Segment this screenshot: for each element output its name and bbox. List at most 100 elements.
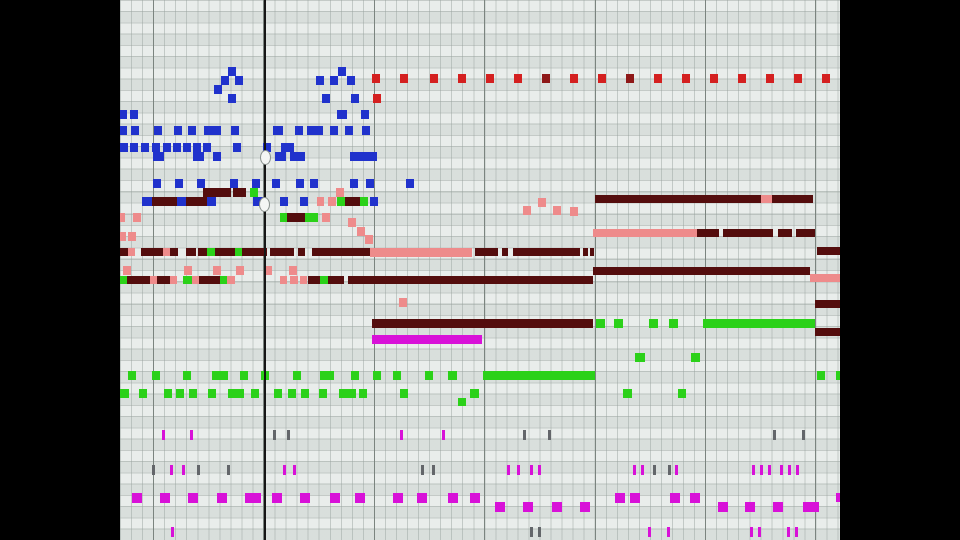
midi-note[interactable] <box>787 527 790 537</box>
midi-note[interactable] <box>233 188 246 197</box>
midi-note[interactable] <box>203 188 231 197</box>
midi-note[interactable] <box>171 527 174 537</box>
midi-note[interactable] <box>750 527 753 537</box>
midi-note[interactable] <box>347 76 355 85</box>
midi-note[interactable] <box>182 465 185 475</box>
midi-note[interactable] <box>120 110 127 119</box>
midi-note[interactable] <box>163 143 171 152</box>
midi-note[interactable] <box>231 126 239 135</box>
midi-note[interactable] <box>275 152 286 161</box>
midi-note[interactable] <box>242 248 267 256</box>
midi-note[interactable] <box>177 197 186 206</box>
midi-note[interactable] <box>788 465 791 475</box>
midi-note[interactable] <box>768 465 771 475</box>
midi-note[interactable] <box>623 389 632 398</box>
midi-note[interactable] <box>355 493 365 503</box>
midi-note[interactable] <box>300 197 308 206</box>
midi-note[interactable] <box>120 126 127 135</box>
midi-note[interactable] <box>745 502 755 512</box>
midi-note[interactable] <box>141 143 149 152</box>
midi-note[interactable] <box>400 74 408 83</box>
midi-note[interactable] <box>240 371 248 380</box>
midi-note[interactable] <box>538 198 546 207</box>
midi-note[interactable] <box>778 229 792 237</box>
midi-note[interactable] <box>264 266 272 275</box>
midi-note[interactable] <box>802 430 805 440</box>
midi-note[interactable] <box>176 389 184 398</box>
midi-note[interactable] <box>162 430 165 440</box>
midi-note[interactable] <box>174 126 182 135</box>
midi-note[interactable] <box>228 67 236 76</box>
midi-note[interactable] <box>207 197 216 206</box>
midi-note[interactable] <box>761 195 772 203</box>
midi-note[interactable] <box>339 389 356 398</box>
midi-note[interactable] <box>330 76 338 85</box>
midi-note[interactable] <box>442 430 445 440</box>
midi-note[interactable] <box>350 179 358 188</box>
midi-note[interactable] <box>293 465 296 475</box>
playhead[interactable] <box>264 0 266 540</box>
midi-note[interactable] <box>175 179 183 188</box>
midi-note[interactable] <box>772 195 813 203</box>
midi-note[interactable] <box>351 371 359 380</box>
midi-note[interactable] <box>552 502 562 512</box>
midi-note[interactable] <box>425 371 433 380</box>
midi-note[interactable] <box>152 371 160 380</box>
midi-note[interactable] <box>366 179 374 188</box>
midi-note[interactable] <box>170 248 178 256</box>
midi-note[interactable] <box>274 389 282 398</box>
midi-note[interactable] <box>470 389 479 398</box>
midi-note[interactable] <box>348 218 356 227</box>
midi-note[interactable] <box>139 389 147 398</box>
midi-note[interactable] <box>152 143 160 152</box>
midi-note[interactable] <box>193 143 201 152</box>
midi-note[interactable] <box>548 430 551 440</box>
midi-note[interactable] <box>348 276 593 284</box>
midi-note[interactable] <box>236 266 244 275</box>
midi-note[interactable] <box>128 232 136 241</box>
midi-note[interactable] <box>300 276 307 284</box>
midi-note[interactable] <box>319 389 327 398</box>
midi-note[interactable] <box>280 213 287 222</box>
midi-note[interactable] <box>127 276 150 284</box>
midi-note[interactable] <box>458 398 466 406</box>
midi-note[interactable] <box>316 76 324 85</box>
midi-note[interactable] <box>186 197 207 206</box>
midi-note[interactable] <box>213 266 221 275</box>
midi-note[interactable] <box>432 465 435 475</box>
midi-note[interactable] <box>738 74 746 83</box>
midi-note[interactable] <box>186 248 196 256</box>
midi-note[interactable] <box>253 197 263 206</box>
midi-note[interactable] <box>359 389 367 398</box>
midi-note[interactable] <box>641 465 644 475</box>
midi-note[interactable] <box>836 493 840 502</box>
midi-note[interactable] <box>810 274 840 282</box>
midi-note[interactable] <box>723 229 773 237</box>
midi-note[interactable] <box>626 74 634 83</box>
midi-note[interactable] <box>523 430 526 440</box>
midi-note[interactable] <box>207 248 215 256</box>
midi-note[interactable] <box>301 389 309 398</box>
midi-note[interactable] <box>193 152 204 161</box>
midi-note[interactable] <box>235 248 242 256</box>
midi-note[interactable] <box>322 213 330 222</box>
midi-note[interactable] <box>120 232 126 241</box>
midi-note[interactable] <box>486 74 494 83</box>
midi-note[interactable] <box>273 430 276 440</box>
midi-note[interactable] <box>633 465 636 475</box>
midi-note[interactable] <box>345 126 353 135</box>
midi-note[interactable] <box>649 319 658 328</box>
midi-note[interactable] <box>502 248 508 256</box>
midi-note[interactable] <box>372 335 482 344</box>
midi-note[interactable] <box>372 74 380 83</box>
midi-note[interactable] <box>280 276 287 284</box>
midi-note[interactable] <box>142 197 152 206</box>
midi-note[interactable] <box>513 248 580 256</box>
midi-note[interactable] <box>393 371 401 380</box>
midi-note[interactable] <box>507 465 510 475</box>
midi-note[interactable] <box>773 502 783 512</box>
midi-note[interactable] <box>199 276 220 284</box>
midi-note[interactable] <box>350 152 377 161</box>
midi-note[interactable] <box>517 465 520 475</box>
midi-note[interactable] <box>670 493 680 503</box>
